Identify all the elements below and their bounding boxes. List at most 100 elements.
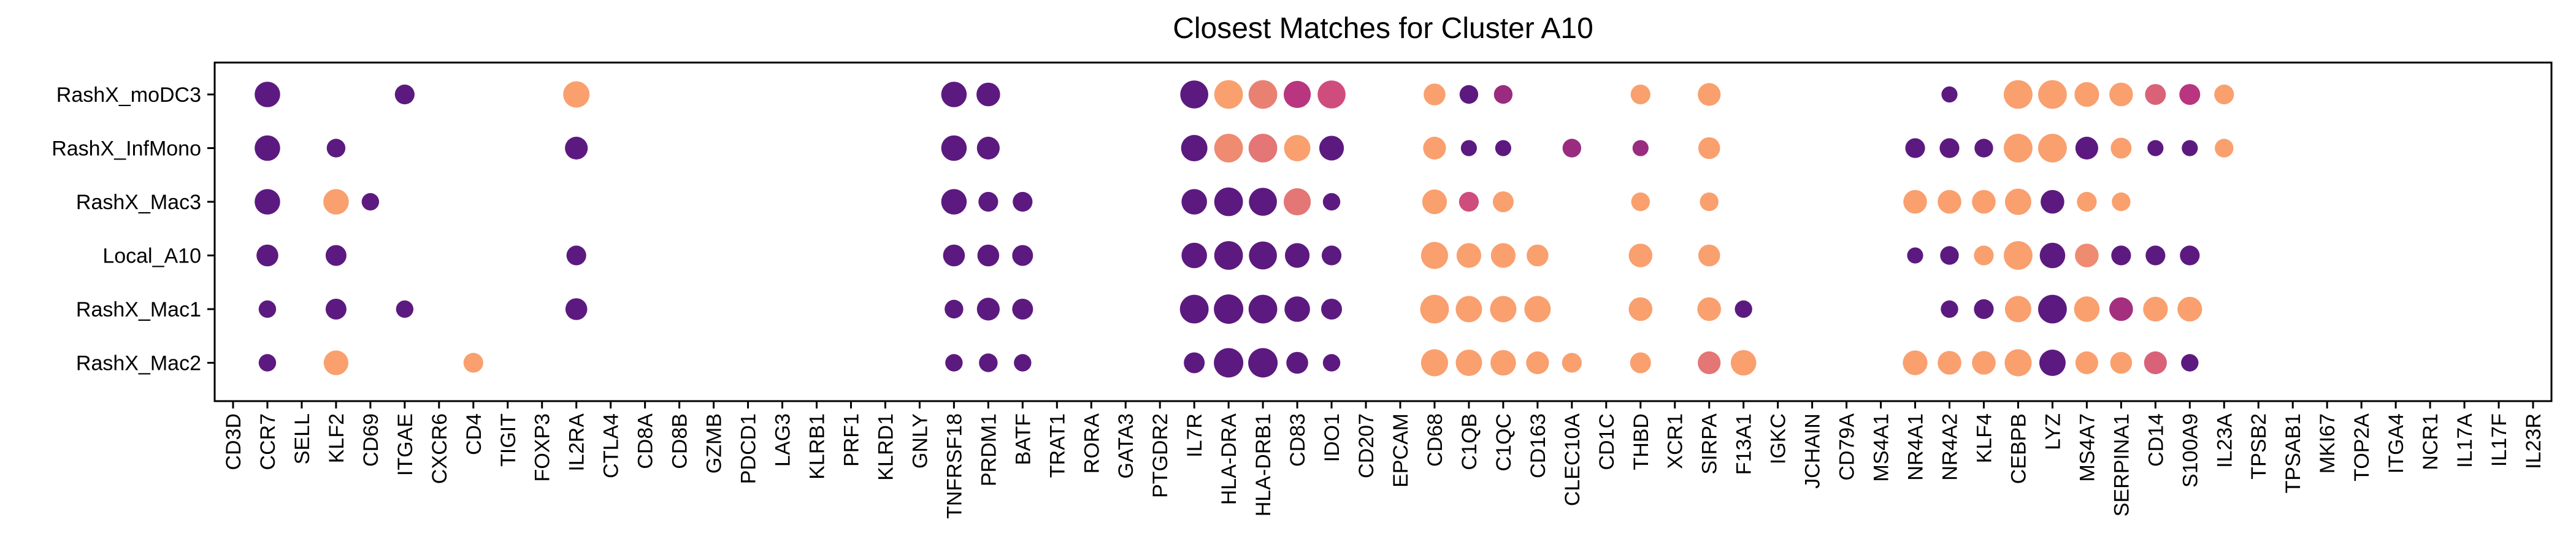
dot-RashX_Mac3-CD83	[1283, 188, 1311, 216]
dot-RashX_Mac2-C1QC	[1490, 350, 1516, 376]
dot-RashX_Mac1-MS4A7	[2074, 296, 2100, 322]
x-tick-label: CD3D	[222, 413, 245, 470]
x-tick-label: BATF	[1011, 413, 1035, 465]
dot-layer	[255, 80, 2234, 378]
x-tick-label: GNLY	[908, 413, 932, 469]
x-tick-label: GATA3	[1114, 413, 1138, 478]
x-axis: CD3D CCR7 SELL KLF2 CD69 ITGAE CXCR6 CD4 TIGIT FO…	[222, 401, 2545, 519]
dot-RashX_Mac2-PRDM1	[979, 353, 998, 372]
dot-RashX_moDC3-ITGAE	[394, 84, 415, 105]
y-axis: RashX_moDC3 RashX_InfMono RashX_Mac3 Local_…	[52, 83, 215, 375]
x-tick-label: GZMB	[703, 413, 726, 473]
dot-RashX_Mac3-C1QB	[1459, 191, 1479, 212]
dot-RashX_Mac1-BATF	[1012, 299, 1033, 320]
dot-Local_A10-KLF4	[1974, 245, 1994, 266]
dot-RashX_Mac2-KLF2	[323, 350, 349, 375]
dot-RashX_moDC3-CD14	[2145, 84, 2166, 105]
dot-RashX_InfMono-THBD	[1632, 140, 1649, 156]
dot-RashX_Mac3-SIRPA	[1700, 192, 1719, 212]
dot-RashX_Mac1-CD68	[1420, 294, 1449, 324]
x-tick-label: XCR1	[1664, 413, 1687, 469]
x-tick-label: CTLA4	[600, 413, 623, 478]
x-tick-label: CXCR6	[428, 413, 451, 484]
x-tick-label: CD79A	[1836, 413, 1859, 481]
dot-RashX_InfMono-IL23A	[2215, 139, 2234, 158]
dot-RashX_Mac2-CD68	[1420, 349, 1449, 377]
dot-RashX_InfMono-CEBPB	[2004, 134, 2033, 163]
dot-RashX_Mac2-HLA-DRA	[1214, 348, 1244, 378]
x-tick-label: FOXP3	[531, 413, 554, 481]
dot-RashX_moDC3-SIRPA	[1698, 83, 1721, 106]
x-tick-label: KLF2	[325, 413, 348, 463]
x-tick-label: RORA	[1080, 413, 1103, 474]
dot-Local_A10-CCR7	[256, 244, 278, 267]
dot-Local_A10-CD68	[1420, 242, 1449, 269]
dot-RashX_InfMono-SERPINA1	[2110, 137, 2132, 159]
dot-RashX_Mac1-CCR7	[258, 300, 277, 318]
x-tick-label: TRAT1	[1046, 413, 1069, 478]
dot-RashX_moDC3-TNFRSF18	[941, 82, 967, 107]
dot-RashX_moDC3-THBD	[1630, 84, 1650, 105]
x-tick-label: MS4A1	[1870, 413, 1893, 482]
dot-RashX_InfMono-C1QB	[1460, 140, 1478, 156]
x-tick-label: PDCD1	[737, 413, 761, 484]
dot-RashX_InfMono-IL7R	[1181, 135, 1208, 161]
dot-Local_A10-LYZ	[2039, 242, 2066, 269]
dot-RashX_Mac1-CEBPB	[2004, 296, 2031, 323]
dot-RashX_Mac3-C1QC	[1492, 191, 1514, 212]
dot-RashX_Mac3-HLA-DRB1	[1249, 188, 1277, 216]
x-tick-label: HLA-DRB1	[1252, 413, 1275, 516]
dot-RashX_moDC3-HLA-DRA	[1214, 80, 1243, 109]
dot-RashX_Mac3-TNFRSF18	[941, 189, 967, 215]
dot-RashX_InfMono-C1QC	[1495, 140, 1511, 156]
dot-Local_A10-S100A9	[2180, 245, 2200, 266]
dot-RashX_Mac2-C1QB	[1455, 350, 1482, 376]
x-tick-label: KLRB1	[805, 413, 829, 480]
dot-RashX_InfMono-SIRPA	[1698, 137, 1720, 159]
dot-RashX_Mac3-CEBPB	[2004, 188, 2031, 215]
x-tick-label: CEBPB	[2007, 413, 2030, 484]
dot-RashX_InfMono-CD83	[1284, 135, 1311, 161]
dot-RashX_Mac2-S100A9	[2181, 354, 2199, 372]
dot-RashX_Mac3-KLF4	[1972, 190, 1996, 214]
dot-RashX_Mac2-CEBPB	[2004, 349, 2032, 377]
dot-RashX_Mac1-CD163	[1524, 296, 1551, 323]
x-tick-label: MS4A7	[2076, 413, 2099, 482]
dot-RashX_Mac2-CLEC10A	[1562, 353, 1582, 373]
dot-RashX_Mac1-CD14	[2143, 296, 2168, 322]
x-tick-label: EPCAM	[1389, 413, 1413, 488]
x-tick-label: C1QC	[1492, 413, 1516, 471]
dot-Local_A10-IL2RA	[566, 245, 586, 266]
dot-RashX_InfMono-HLA-DRB1	[1248, 134, 1278, 163]
dot-RashX_Mac1-HLA-DRB1	[1248, 294, 1278, 324]
x-tick-label: PRF1	[840, 413, 863, 467]
dot-RashX_InfMono-CD14	[2147, 140, 2164, 156]
dot-RashX_Mac1-CD83	[1284, 296, 1310, 322]
dot-RashX_Mac2-IL7R	[1184, 352, 1205, 374]
x-tick-label: THBD	[1630, 413, 1653, 470]
dot-RashX_Mac1-THBD	[1628, 297, 1653, 321]
y-tick-label: RashX_Mac1	[76, 298, 201, 321]
dot-RashX_InfMono-HLA-DRA	[1214, 134, 1243, 163]
chart-title: Closest Matches for Cluster A10	[1173, 12, 1593, 45]
x-tick-label: IL23R	[2522, 413, 2545, 469]
dot-RashX_Mac3-NR4A1	[1903, 190, 1927, 214]
dot-RashX_moDC3-CD83	[1283, 80, 1311, 109]
dot-RashX_Mac1-KLF2	[325, 299, 347, 320]
x-tick-label: CD1C	[1595, 413, 1619, 470]
dot-RashX_Mac3-LYZ	[2041, 190, 2064, 214]
dot-RashX_InfMono-NR4A1	[1905, 138, 1925, 158]
dot-Local_A10-CD14	[2145, 245, 2166, 266]
dot-Local_A10-C1QC	[1490, 243, 1516, 268]
x-tick-label: LAG3	[772, 413, 795, 467]
dot-RashX_moDC3-S100A9	[2179, 84, 2201, 105]
dot-RashX_moDC3-IL2RA	[563, 81, 590, 108]
dot-RashX_moDC3-PRDM1	[976, 82, 1000, 107]
dot-RashX_moDC3-IL7R	[1180, 80, 1208, 109]
dot-Local_A10-SERPINA1	[2111, 245, 2131, 266]
dot-RashX_Mac1-IL2RA	[565, 298, 588, 320]
dot-RashX_InfMono-KLF4	[1974, 139, 1993, 158]
dot-Local_A10-CD163	[1527, 244, 1549, 267]
dot-RashX_InfMono-S100A9	[2182, 140, 2198, 156]
